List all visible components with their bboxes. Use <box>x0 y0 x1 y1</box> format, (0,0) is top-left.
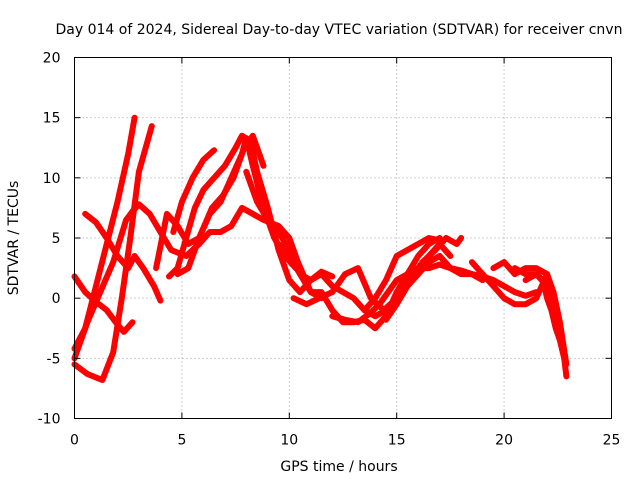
y-tick-label: 20 <box>43 51 61 67</box>
series-track-20 <box>522 271 568 356</box>
x-tick-label: 15 <box>388 433 406 449</box>
series-track-4 <box>82 210 164 304</box>
x-tick-label: 10 <box>280 433 298 449</box>
y-tick-label: 5 <box>52 231 61 247</box>
y-tick-label: -5 <box>47 351 61 367</box>
series-track-18 <box>490 259 570 368</box>
series-track-3 <box>71 273 136 335</box>
series-track-9 <box>170 147 218 235</box>
series-track-10 <box>153 132 267 272</box>
grid <box>74 57 612 419</box>
y-tick-label: 0 <box>52 291 61 307</box>
x-tick-label: 20 <box>495 433 513 449</box>
y-tick-label: 10 <box>43 171 61 187</box>
y-tick-label: 15 <box>43 111 61 127</box>
series-track-5 <box>71 208 136 362</box>
series-track-15 <box>361 235 443 314</box>
x-tick-label: 5 <box>177 433 186 449</box>
axis-ticks: 0 5 10 15 20 25 -10 -5 0 5 10 15 20 <box>38 51 621 449</box>
series-track-6 <box>129 201 325 302</box>
series-track-17 <box>468 259 551 308</box>
y-axis-label: SDTVAR / TECUs <box>6 181 22 296</box>
x-axis-label: GPS time / hours <box>280 459 397 475</box>
y-tick-label: -10 <box>38 412 61 428</box>
series-track-14 <box>329 261 540 326</box>
data-traces <box>71 114 570 383</box>
chart-title: Day 014 of 2024, Sidereal Day-to-day VTE… <box>56 22 623 38</box>
x-tick-label: 0 <box>70 433 79 449</box>
series-track-13 <box>290 235 465 314</box>
series-track-16 <box>383 241 454 323</box>
x-tick-label: 25 <box>603 433 621 449</box>
